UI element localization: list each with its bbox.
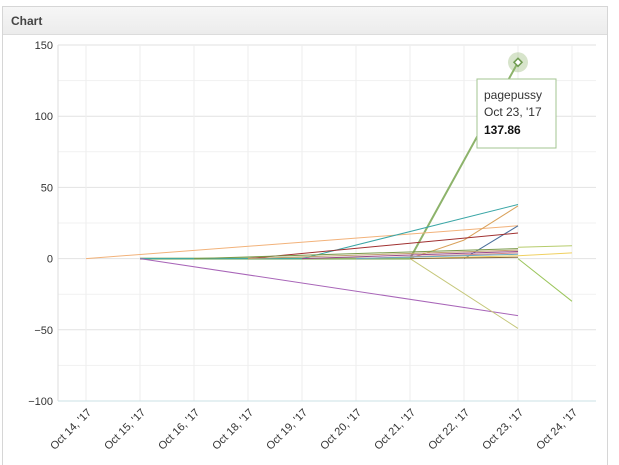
x-tick-label: Oct 16, '17 xyxy=(156,407,202,453)
tooltip-date: Oct 23, '17 xyxy=(484,105,542,119)
y-tick-label: 50 xyxy=(41,182,53,194)
panel-title: Chart xyxy=(3,7,607,35)
x-tick-label: Oct 20, '17 xyxy=(318,407,364,453)
series-line[interactable] xyxy=(247,249,519,260)
tooltip-value: 137.86 xyxy=(484,123,521,137)
series-line[interactable] xyxy=(409,258,519,329)
series-line[interactable] xyxy=(139,258,519,317)
x-tick-label: Oct 15, '17 xyxy=(102,407,148,453)
tooltip-box xyxy=(476,78,557,149)
series-line[interactable] xyxy=(517,245,573,248)
y-tick-label: 100 xyxy=(35,111,53,123)
y-tick-label: 150 xyxy=(35,40,53,52)
x-tick-label: Oct 14, '17 xyxy=(48,407,94,453)
x-tick-label: Oct 22, '17 xyxy=(426,407,472,453)
tooltip-series: pagepussy xyxy=(484,88,542,102)
x-tick-label: Oct 24, '17 xyxy=(534,407,580,453)
x-tick-label: Oct 19, '17 xyxy=(264,407,310,453)
y-tick-label: 0 xyxy=(47,254,53,266)
series-line[interactable] xyxy=(85,225,519,260)
series-line[interactable] xyxy=(247,232,519,260)
series-line[interactable] xyxy=(409,256,519,260)
series-line[interactable] xyxy=(301,251,519,260)
highlight-point-marker[interactable] xyxy=(512,57,524,68)
series-line[interactable] xyxy=(517,258,573,302)
series-line[interactable] xyxy=(193,248,519,260)
series-line-pagepussy[interactable] xyxy=(140,61,519,260)
x-tick-label: Oct 23, '17 xyxy=(480,407,526,453)
x-tick-label: Oct 21, '17 xyxy=(372,407,418,453)
tooltip: pagepussy Oct 23, '17 137.86 xyxy=(476,78,557,149)
series-line[interactable] xyxy=(355,253,519,260)
y-tick-label: −50 xyxy=(34,325,53,337)
y-tick-label: −100 xyxy=(28,396,53,408)
x-tick-label: Oct 18, '17 xyxy=(210,407,256,453)
